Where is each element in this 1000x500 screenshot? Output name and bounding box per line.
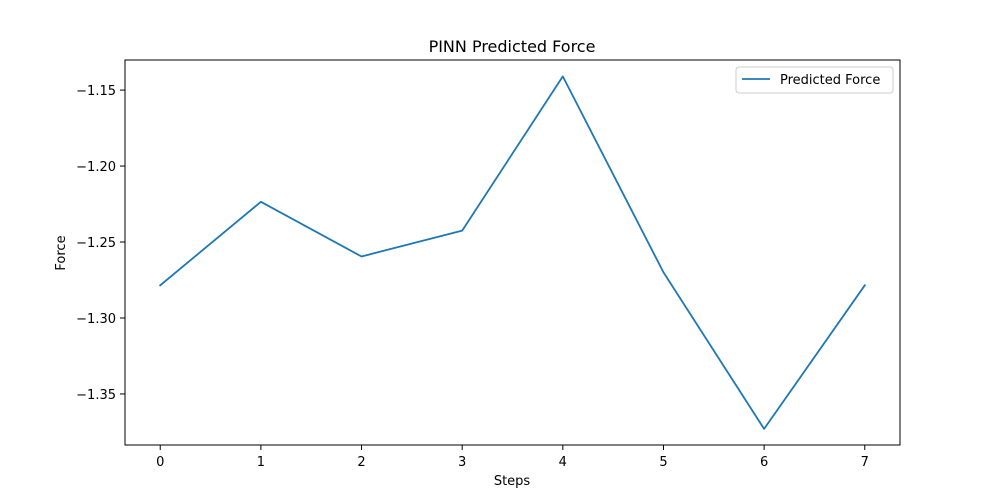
series-layer: [158, 75, 867, 430]
x-tick-label: 7: [861, 455, 869, 470]
y-tick-label: −1.35: [76, 388, 116, 403]
y-tick-label: −1.20: [76, 160, 116, 175]
y-tick-label: −1.25: [76, 236, 116, 251]
y-axis-label: Force: [54, 235, 69, 270]
legend-box: [735, 66, 894, 94]
x-tick-label: 5: [659, 455, 667, 470]
legend-label-predicted-force: Predicted Force: [780, 73, 880, 88]
y-tick-label: −1.15: [76, 84, 116, 99]
series-line-predicted-force: [158, 75, 867, 430]
legend: Predicted Force: [735, 66, 894, 94]
x-tick-label: 3: [458, 455, 466, 470]
x-tick-label: 2: [357, 455, 365, 470]
x-tick-label: 1: [257, 455, 265, 470]
x-tick-label: 6: [760, 455, 768, 470]
x-tick-label: 0: [156, 455, 164, 470]
y-tick-label: −1.30: [76, 312, 116, 327]
x-axis-label: Steps: [494, 474, 531, 489]
y-axis-ticks: −1.15 −1.20 −1.25 −1.30 −1.35: [76, 84, 125, 403]
plot-area-frame: [124, 59, 901, 446]
x-tick-label: 4: [559, 455, 567, 470]
chart-title: PINN Predicted Force: [429, 37, 596, 56]
x-axis-ticks: 0 1 2 3 4 5 6 7: [156, 445, 869, 470]
